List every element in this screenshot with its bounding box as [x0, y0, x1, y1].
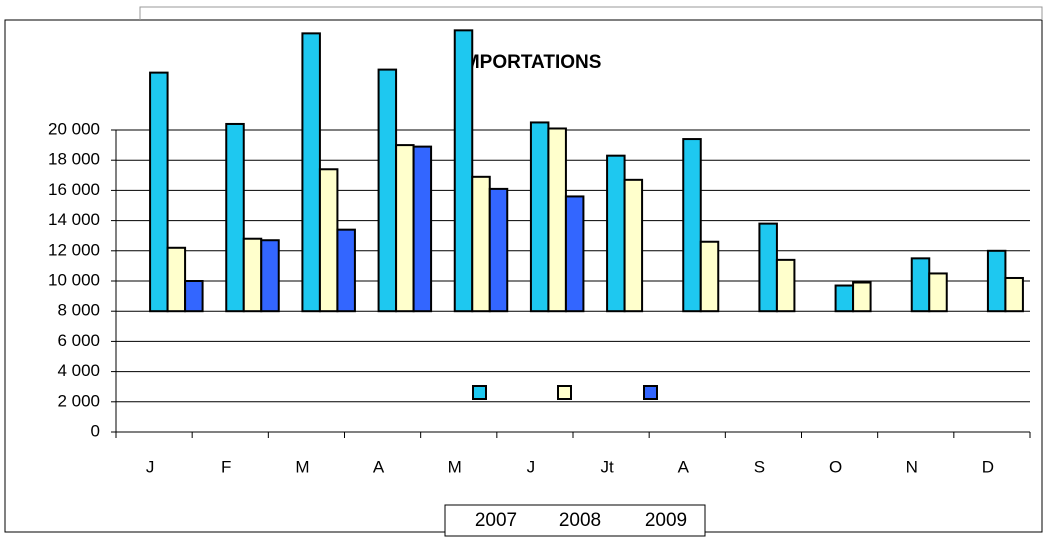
y-tick-label: 6 000	[57, 331, 100, 350]
bar	[166, 246, 187, 313]
bar	[301, 32, 321, 313]
x-tick-label: M	[448, 457, 462, 476]
chart-title: IMPORTATIONS	[459, 52, 602, 73]
bar	[242, 237, 263, 313]
y-tick-label: 20 000	[48, 119, 100, 138]
y-tick-label: 16 000	[48, 180, 100, 199]
x-tick-label: Jt	[600, 457, 614, 476]
bar	[488, 187, 509, 313]
x-tick-label: M	[295, 457, 309, 476]
legend-box	[444, 504, 706, 537]
y-tick-label: 2 000	[57, 391, 100, 410]
bar	[564, 195, 585, 313]
frame-edge	[139, 6, 1043, 20]
x-tick-label: O	[829, 457, 842, 476]
legend-label: 2009	[645, 510, 687, 531]
bar	[412, 145, 433, 313]
y-tick-label: 12 000	[48, 240, 100, 259]
bar	[529, 121, 550, 313]
bar	[910, 257, 931, 313]
bar	[336, 228, 356, 313]
y-tick-label: 8 000	[57, 301, 100, 320]
bar	[453, 29, 474, 313]
x-tick-label: N	[906, 457, 918, 476]
bar	[318, 168, 339, 313]
x-tick-label: J	[146, 457, 155, 476]
x-tick-label: F	[221, 457, 231, 476]
y-tick-label: 18 000	[48, 150, 100, 169]
legend-label: 2008	[559, 510, 601, 531]
legend-swatch	[472, 385, 487, 400]
bar	[928, 272, 948, 313]
bar	[260, 239, 280, 313]
y-tick-label: 0	[91, 421, 100, 440]
bar	[623, 178, 644, 313]
x-tick-label: S	[754, 457, 765, 476]
x-tick-label: D	[982, 457, 994, 476]
legend-swatch	[557, 385, 572, 400]
y-tick-label: 10 000	[48, 270, 100, 289]
bar	[834, 284, 855, 313]
bar	[149, 71, 169, 313]
bar	[758, 222, 778, 313]
bar	[682, 138, 702, 313]
bar	[1004, 276, 1024, 313]
bar	[986, 249, 1007, 313]
bar	[471, 175, 491, 313]
y-tick-label: 4 000	[57, 361, 100, 380]
x-tick-label: A	[678, 457, 690, 476]
legend-swatch	[643, 385, 658, 400]
x-tick-label: J	[527, 457, 536, 476]
bar	[775, 258, 796, 313]
bar	[395, 144, 415, 313]
bar	[699, 240, 720, 313]
y-tick-label: 14 000	[48, 210, 100, 229]
x-tick-label: A	[373, 457, 385, 476]
bar	[377, 68, 398, 313]
legend-label: 2007	[475, 510, 517, 531]
bar	[606, 154, 626, 313]
bar	[852, 281, 872, 313]
bar	[547, 127, 567, 313]
bar	[184, 280, 204, 313]
bar	[225, 122, 245, 313]
